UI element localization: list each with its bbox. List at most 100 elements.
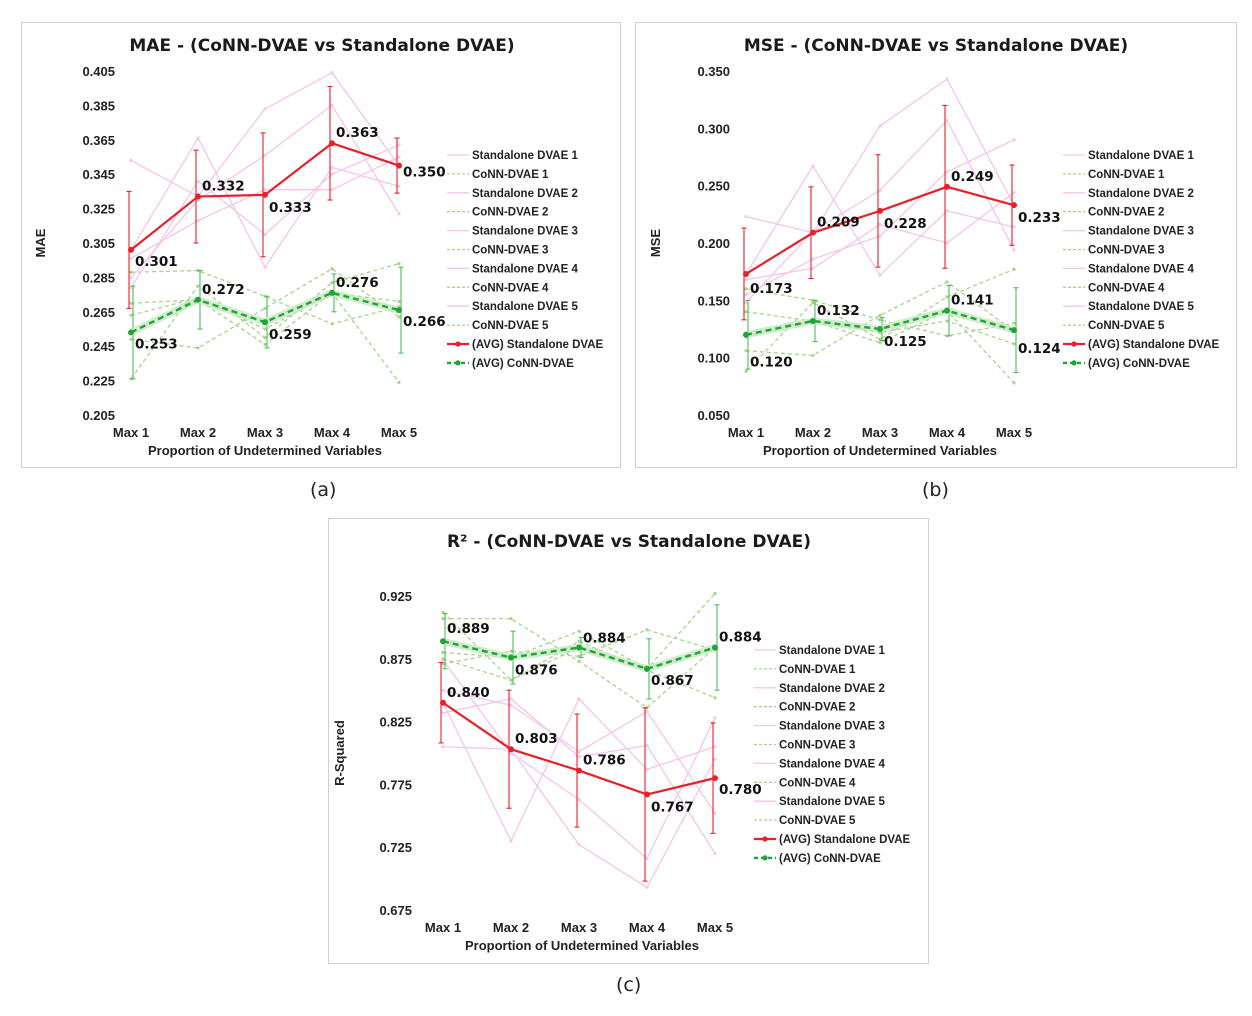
series-line-conn-dvae-2 [745,288,1015,337]
legend-label: (AVG) CoNN-DVAE [1088,358,1190,370]
chart-title: MSE - (CoNN-DVAE vs Standalone DVAE) [744,36,1128,56]
series-point [1012,342,1016,346]
series-point [397,315,401,319]
data-label-standalone: 0.173 [750,281,793,297]
series-point [397,143,401,147]
legend-label: CoNN-DVAE 2 [472,207,548,219]
legend-label: CoNN-DVAE 1 [472,169,549,181]
series-point [330,267,334,271]
x-tick-label: Max 4 [314,425,351,440]
y-tick-label: 0.265 [82,305,115,320]
series-point [744,215,748,219]
series-point [713,716,717,720]
legend-label: Standalone DVAE 2 [1088,188,1194,200]
series-point [397,212,401,216]
series-point [509,839,513,843]
legend-label: CoNN-DVAE 1 [1088,169,1165,181]
series-point [263,153,267,157]
series-point [1012,381,1016,385]
series-point [509,617,513,621]
series-point [509,649,513,653]
series-point [645,856,649,861]
series-point [878,124,882,128]
legend-label: Standalone DVAE 5 [779,796,885,808]
series-point [878,188,882,192]
x-tick-label: Max 3 [862,425,898,440]
x-tick-label: Max 3 [247,425,283,440]
data-label-conn: 0.132 [817,303,860,319]
series-point [878,223,882,227]
data-label-standalone: 0.767 [651,799,694,815]
series-point [263,265,267,269]
y-tick-label: 0.825 [379,715,412,730]
x-tick-label: Max 5 [381,425,417,440]
series-point [878,313,882,317]
series-point [1012,267,1016,271]
series-point [713,811,717,815]
legend-label: Standalone DVAE 3 [1088,226,1194,238]
series-point [878,273,882,277]
x-axis-label: Proportion of Undetermined Variables [763,443,997,458]
avg-conn-dvae-point [329,289,335,296]
legend-swatch-marker [762,855,768,861]
series-line-standalone-dvae-4 [130,156,400,260]
legend-label: Standalone DVAE 1 [1088,150,1194,162]
avg-standalone-dvae-point [1011,202,1017,209]
avg-standalone-dvae-point [810,229,816,236]
series-point [509,703,513,707]
series-point [330,322,334,326]
series-line-conn-dvae-1 [745,309,1015,384]
series-point [129,256,133,261]
avg-standalone-dvae-point [195,193,201,200]
y-axis-label: R-Squared [332,720,347,786]
series-point [129,158,133,163]
series-point [129,286,133,290]
avg-conn-dvae-point [128,329,134,336]
series-point [1012,138,1016,142]
series-point [713,851,717,856]
series-point [509,751,513,755]
series-point [945,77,949,81]
avg-conn-dvae-point [508,654,514,661]
series-point [330,71,334,75]
data-label-standalone: 0.332 [202,179,245,195]
mse-chart-panel: MSE - (CoNN-DVAE vs Standalone DVAE) 0.35… [635,22,1237,468]
data-label-conn: 0.884 [583,630,626,646]
series-point [129,270,133,274]
mae-chart-panel: MAE - (CoNN-DVAE vs Standalone DVAE) 0.40… [21,22,621,468]
data-label-conn: 0.120 [750,355,793,371]
avg-standalone-dvae-point [712,775,718,782]
legend-label: (AVG) CoNN-DVAE [779,853,881,865]
series-point [509,697,513,701]
data-label-conn: 0.876 [515,663,558,679]
y-tick-label: 0.100 [697,351,730,366]
y-tick-label: 0.775 [379,777,412,792]
data-label-standalone: 0.780 [719,782,762,798]
legend-swatch-marker [762,836,768,842]
y-axis-label: MAE [33,228,48,257]
legend-label: CoNN-DVAE 3 [779,740,855,752]
series-point [397,299,401,304]
legend-label: Standalone DVAE 3 [779,721,885,733]
legend-label: Standalone DVAE 5 [1088,301,1194,313]
y-tick-label: 0.325 [82,202,115,217]
data-label-standalone: 0.209 [817,215,860,231]
legend-swatch-marker [1071,360,1077,366]
avg-conn-dvae-point [195,296,201,303]
avg-conn-dvae-line [130,291,400,334]
series-point [713,745,717,749]
series-point [263,342,267,347]
avg-conn-dvae-point [712,644,718,651]
series-point [878,318,882,322]
avg-standalone-dvae-point [877,207,883,214]
legend-label: (AVG) Standalone DVAE [472,339,604,351]
data-label-conn: 0.259 [269,327,312,343]
series-point [196,179,200,183]
series-point [1012,321,1016,325]
series-point [744,310,748,314]
legend-label: Standalone DVAE 1 [472,150,578,162]
data-label-standalone: 0.233 [1018,210,1061,226]
legend-label: CoNN-DVAE 4 [472,282,549,294]
series-point [1012,190,1016,195]
caption-b: (b) [922,479,949,501]
